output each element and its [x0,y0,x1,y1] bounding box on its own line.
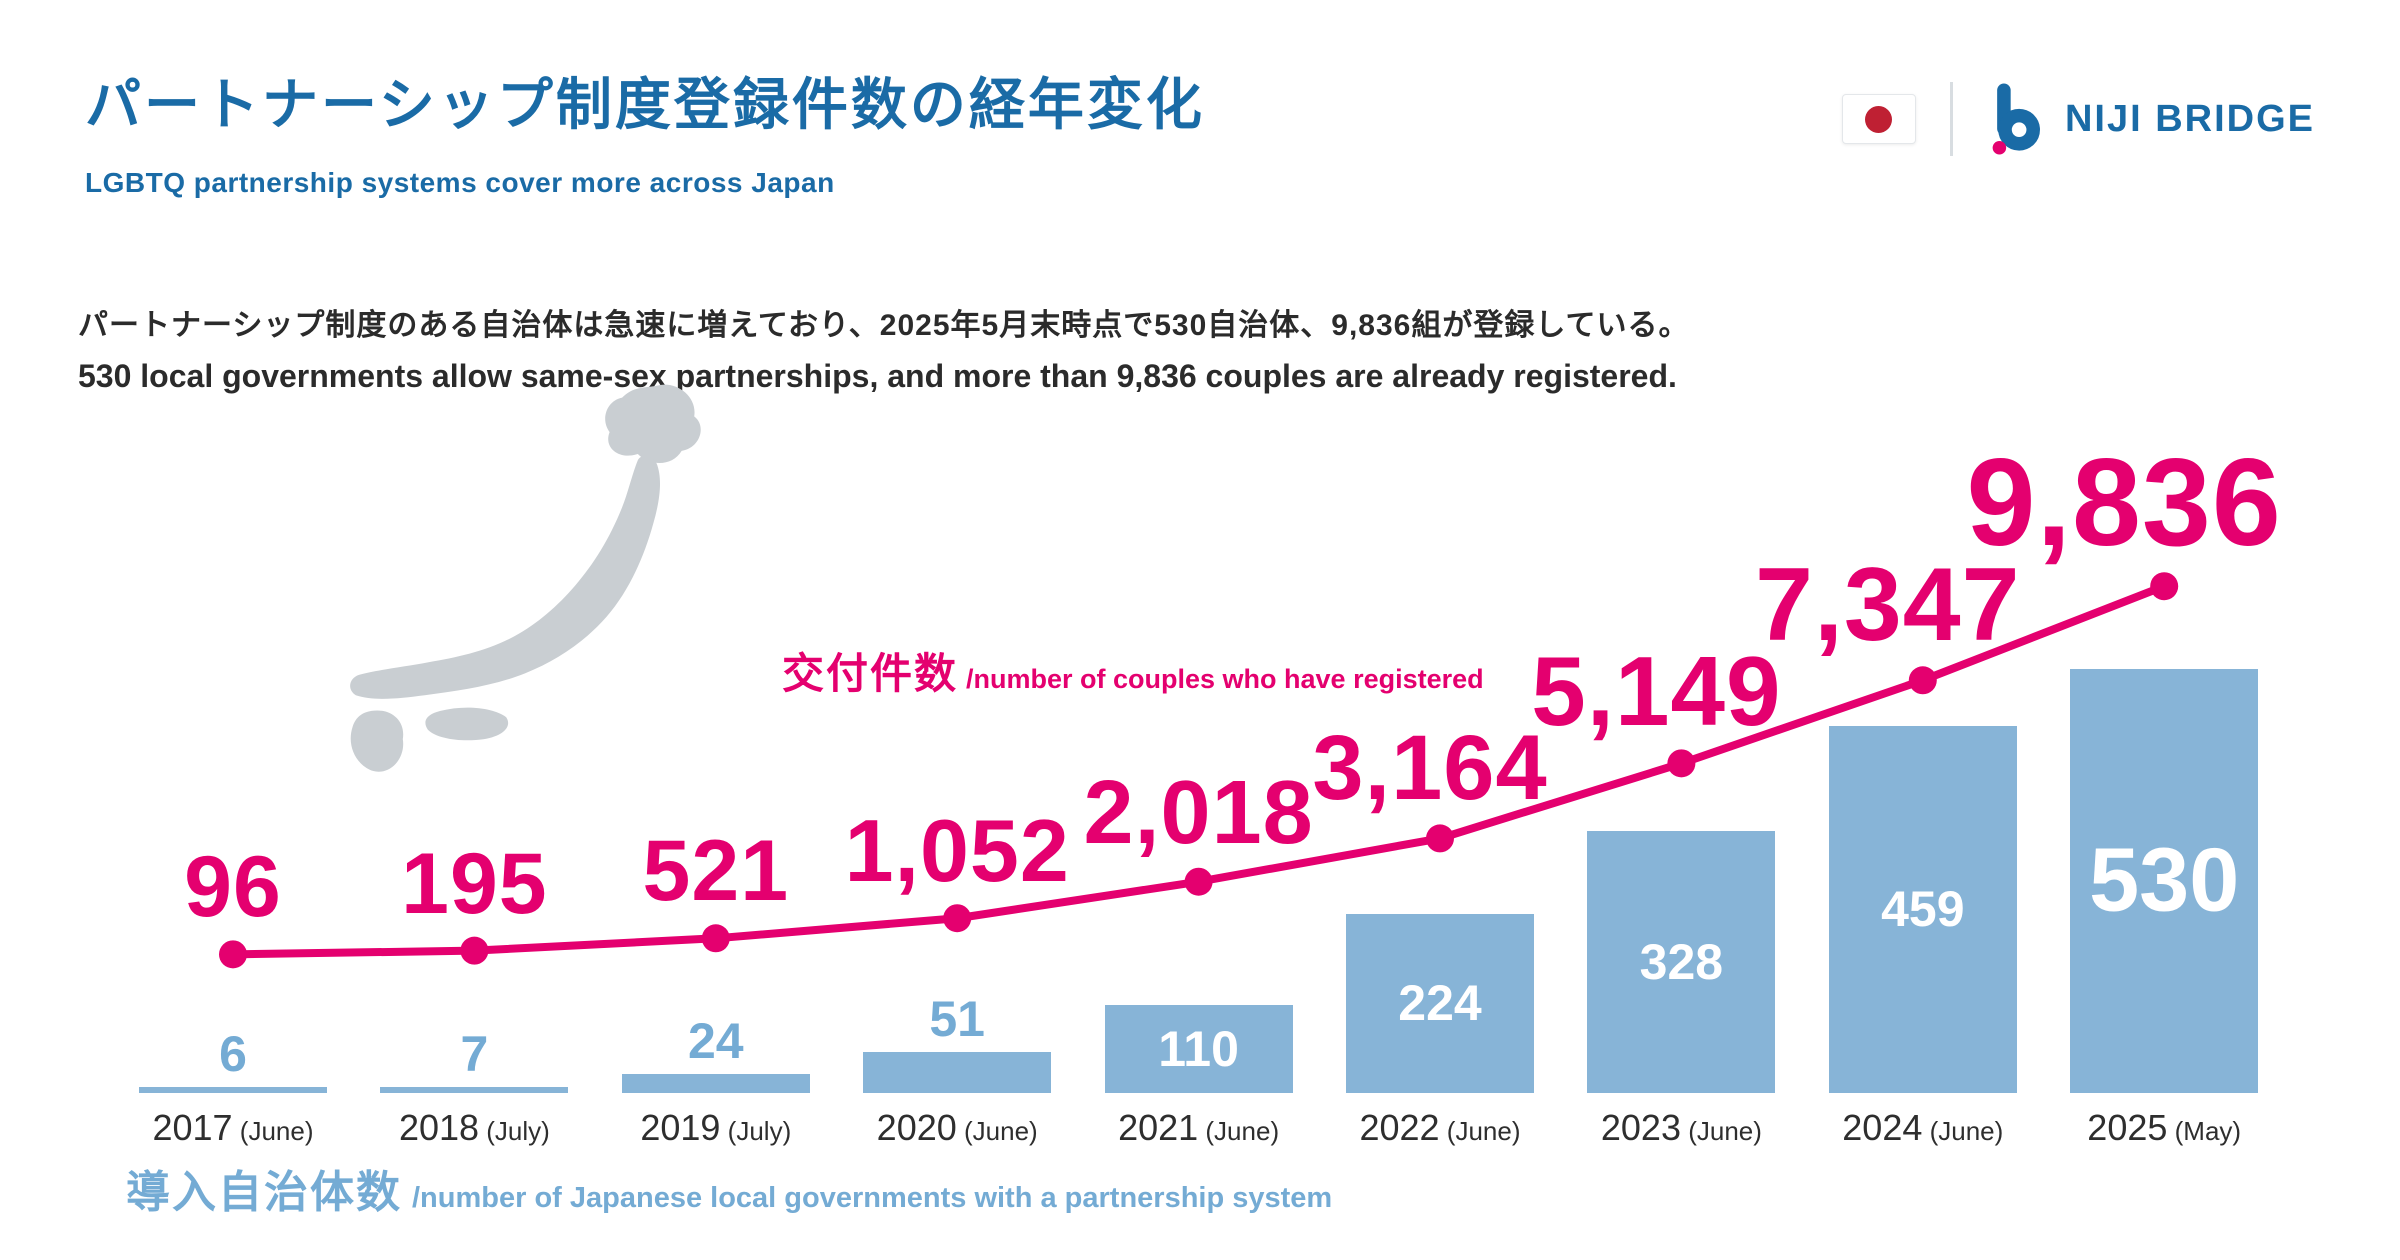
line-value-2023: 5,149 [1531,636,1782,747]
line-series-legend: 交付件数/number of couples who have register… [782,640,1484,701]
x-axis-label-2020: 2020 (June) [876,1107,1038,1148]
x-axis-label-2017: 2017 (June) [152,1107,314,1148]
line-legend-japanese: 交付件数 [782,650,959,697]
bar-2018 [380,1087,569,1093]
bar-value-2021: 110 [1158,1021,1239,1077]
intro-english: 530 local governments allow same-sex par… [78,358,1677,394]
japan-flag-sun [1865,105,1893,133]
line-value-2021: 2,018 [1083,762,1314,863]
line-value-2020: 1,052 [844,801,1070,901]
bar-value-2022: 224 [1398,975,1482,1032]
x-axis-label-2018: 2018 (July) [398,1107,550,1148]
line-value-2022: 3,164 [1312,717,1548,820]
niji-bridge-logo-mark [1992,83,2040,155]
line-value-2019: 521 [642,823,790,920]
header: パートナーシップ制度登録件数の経年変化 LGBTQ partnership sy… [85,60,2315,199]
bar-value-2018: 7 [460,1026,489,1082]
x-axis-label-2025: 2025 (May) [2087,1107,2242,1148]
intro-text: パートナーシップ制度のある自治体は急速に増えており、2025年5月末時点で530… [78,300,1689,395]
x-axis-label-2024: 2024 (June) [1842,1107,2004,1148]
line-point-2022 [1426,824,1454,853]
x-axis-label-2023: 2023 (June) [1600,1107,1762,1148]
bar-value-2025: 530 [2089,830,2240,931]
bar-value-2024: 459 [1881,881,1965,938]
intro-japanese: パートナーシップ制度のある自治体は急速に増えており、2025年5月末時点で530… [78,309,1690,342]
page-subtitle: LGBTQ partnership systems cover more acr… [85,167,835,198]
x-axis-label-2019: 2019 (July) [640,1107,792,1148]
bar-2020 [863,1052,1052,1093]
bar-2017 [139,1087,327,1093]
bar-2021 [1104,1005,1293,1093]
bar-value-2017: 6 [219,1026,247,1082]
line-value-2018: 195 [401,835,548,932]
line-point-2024 [1908,666,1937,695]
line-value-2017: 96 [184,839,282,936]
x-axis-label-2021: 2021 (June) [1118,1107,1280,1148]
bar-2019 [621,1073,810,1093]
x-axis-label-2022: 2022 (June) [1359,1107,1521,1148]
line-point-2018 [460,936,489,965]
bar-value-2019: 24 [687,1012,744,1069]
brand-block: NIJI BRIDGE [1841,76,2315,162]
line-value-2025: 9,836 [1966,434,2282,573]
japan-map [350,384,701,772]
divider [1949,82,1953,156]
bar-series-legend: 導入自治体数/number of Japanese local governme… [126,1156,1332,1220]
page-title: パートナーシップ制度登録件数の経年変化 [85,73,1205,136]
bar-value-2020: 51 [929,991,985,1048]
line-legend-english: /number of couples who have registered [966,664,1484,694]
japan-flag-icon [1841,94,1916,144]
bar-legend-english: /number of Japanese local governments wi… [412,1182,1333,1214]
bar-legend-japanese: 導入自治体数 [126,1168,402,1217]
bar-value-2023: 328 [1639,933,1724,990]
line-point-2020 [943,904,972,933]
niji-bridge-logo: NIJI BRIDGE [1987,76,2315,162]
line-point-2019 [701,924,730,953]
title-block: パートナーシップ制度登録件数の経年変化 LGBTQ partnership sy… [85,60,1205,199]
line-point-2023 [1667,749,1696,778]
line-point-2017 [219,940,247,969]
line-point-2021 [1184,867,1213,896]
brand-name: NIJI BRIDGE [2064,97,2315,140]
line-point-2025 [2150,572,2179,601]
